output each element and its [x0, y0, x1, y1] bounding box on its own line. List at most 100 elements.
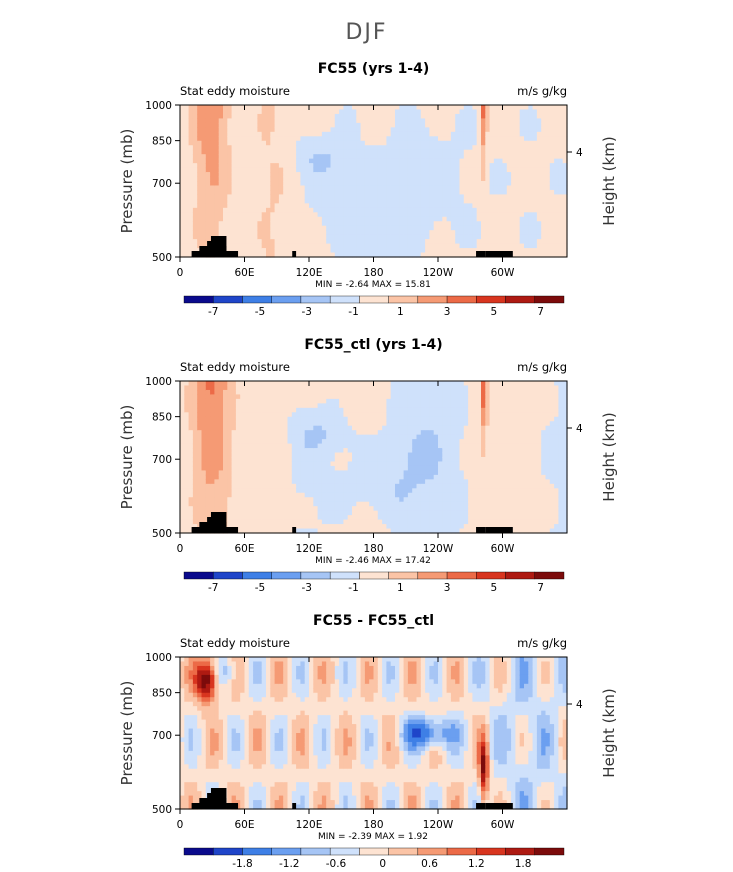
field-cell — [472, 225, 478, 231]
field-cell — [201, 474, 207, 480]
field-cell — [541, 203, 547, 209]
field-cell — [493, 203, 499, 209]
field-cell — [433, 127, 439, 133]
field-cell — [403, 118, 409, 124]
field-cell — [296, 239, 301, 245]
field-cell — [352, 430, 357, 436]
field-cell — [257, 385, 263, 391]
field-cell — [485, 176, 491, 182]
field-cell — [326, 136, 332, 142]
field-cell — [304, 131, 310, 137]
field-cell — [339, 506, 344, 512]
field-cell — [403, 172, 409, 178]
field-cell — [317, 403, 323, 409]
y-tick-label: 500 — [152, 252, 172, 264]
field-cell — [429, 189, 435, 196]
field-cell — [240, 167, 246, 173]
field-cell — [373, 394, 379, 400]
field-cell — [244, 389, 250, 396]
field-cell — [399, 252, 405, 258]
field-cell — [334, 474, 340, 480]
field-cell — [532, 234, 538, 240]
field-cell — [450, 194, 456, 200]
field-cell — [493, 105, 499, 111]
field-cell — [231, 167, 237, 173]
field-cell — [283, 483, 289, 489]
field-cell — [283, 457, 289, 463]
field-cell — [339, 519, 344, 525]
field-cell — [352, 385, 357, 391]
field-cell — [330, 497, 336, 503]
field-cell — [395, 154, 400, 160]
field-cell — [248, 407, 254, 413]
field-cell — [274, 194, 280, 200]
field-cell — [382, 448, 387, 454]
field-cell — [373, 230, 379, 236]
field-cell — [536, 216, 542, 222]
field-cell — [283, 185, 289, 191]
field-cell — [326, 234, 332, 240]
field-cell — [472, 118, 478, 124]
field-cell — [334, 425, 340, 431]
field-cell — [210, 425, 215, 431]
field-cell — [360, 243, 366, 249]
field-cell — [545, 221, 551, 227]
field-cell — [291, 212, 297, 218]
field-cell — [278, 407, 284, 413]
field-cell — [266, 154, 271, 160]
field-cell — [287, 470, 293, 476]
field-cell — [201, 510, 207, 516]
field-cell — [485, 230, 491, 236]
field-cell — [395, 122, 400, 128]
field-cell — [317, 430, 323, 436]
field-cell — [364, 225, 370, 231]
field-cell — [278, 519, 284, 525]
field-cell — [407, 131, 413, 137]
field-cell — [205, 149, 211, 155]
field-cell — [489, 176, 495, 182]
field-cell — [429, 207, 435, 213]
field-cell — [485, 140, 491, 146]
field-cell — [360, 416, 366, 422]
field-cell — [356, 492, 362, 498]
field-cell — [248, 181, 254, 187]
field-cell — [283, 203, 289, 209]
field-cell — [218, 172, 224, 178]
field-cell — [214, 501, 220, 507]
field-cell — [248, 176, 254, 182]
field-cell — [197, 394, 203, 400]
field-cell — [554, 176, 559, 182]
field-cell — [261, 127, 267, 133]
field-cell — [541, 131, 547, 137]
field-cell — [261, 167, 267, 173]
field-cell — [300, 416, 306, 422]
field-cell — [390, 381, 396, 387]
field-cell — [192, 212, 198, 218]
field-cell — [304, 149, 310, 155]
field-cell — [373, 136, 379, 142]
field-cell — [227, 136, 233, 142]
field-cell — [330, 412, 336, 418]
field-cell — [248, 185, 254, 191]
field-cell — [399, 483, 405, 489]
field-cell — [321, 461, 327, 467]
field-cell — [326, 189, 332, 196]
field-cell — [321, 181, 327, 187]
field-cell — [197, 497, 203, 503]
field-cell — [399, 497, 405, 503]
field-cell — [278, 189, 284, 196]
field-cell — [373, 430, 379, 436]
field-cell — [468, 145, 473, 151]
field-cell — [485, 248, 491, 254]
field-cell — [274, 434, 280, 440]
field-cell — [373, 221, 379, 227]
field-cell — [459, 122, 465, 128]
field-cell — [334, 252, 340, 258]
field-cell — [257, 212, 263, 218]
field-cell — [278, 443, 284, 449]
field-cell — [235, 412, 241, 418]
field-cell — [541, 109, 547, 115]
field-cell — [403, 212, 409, 218]
field-cell — [261, 483, 267, 489]
field-cell — [420, 118, 426, 124]
